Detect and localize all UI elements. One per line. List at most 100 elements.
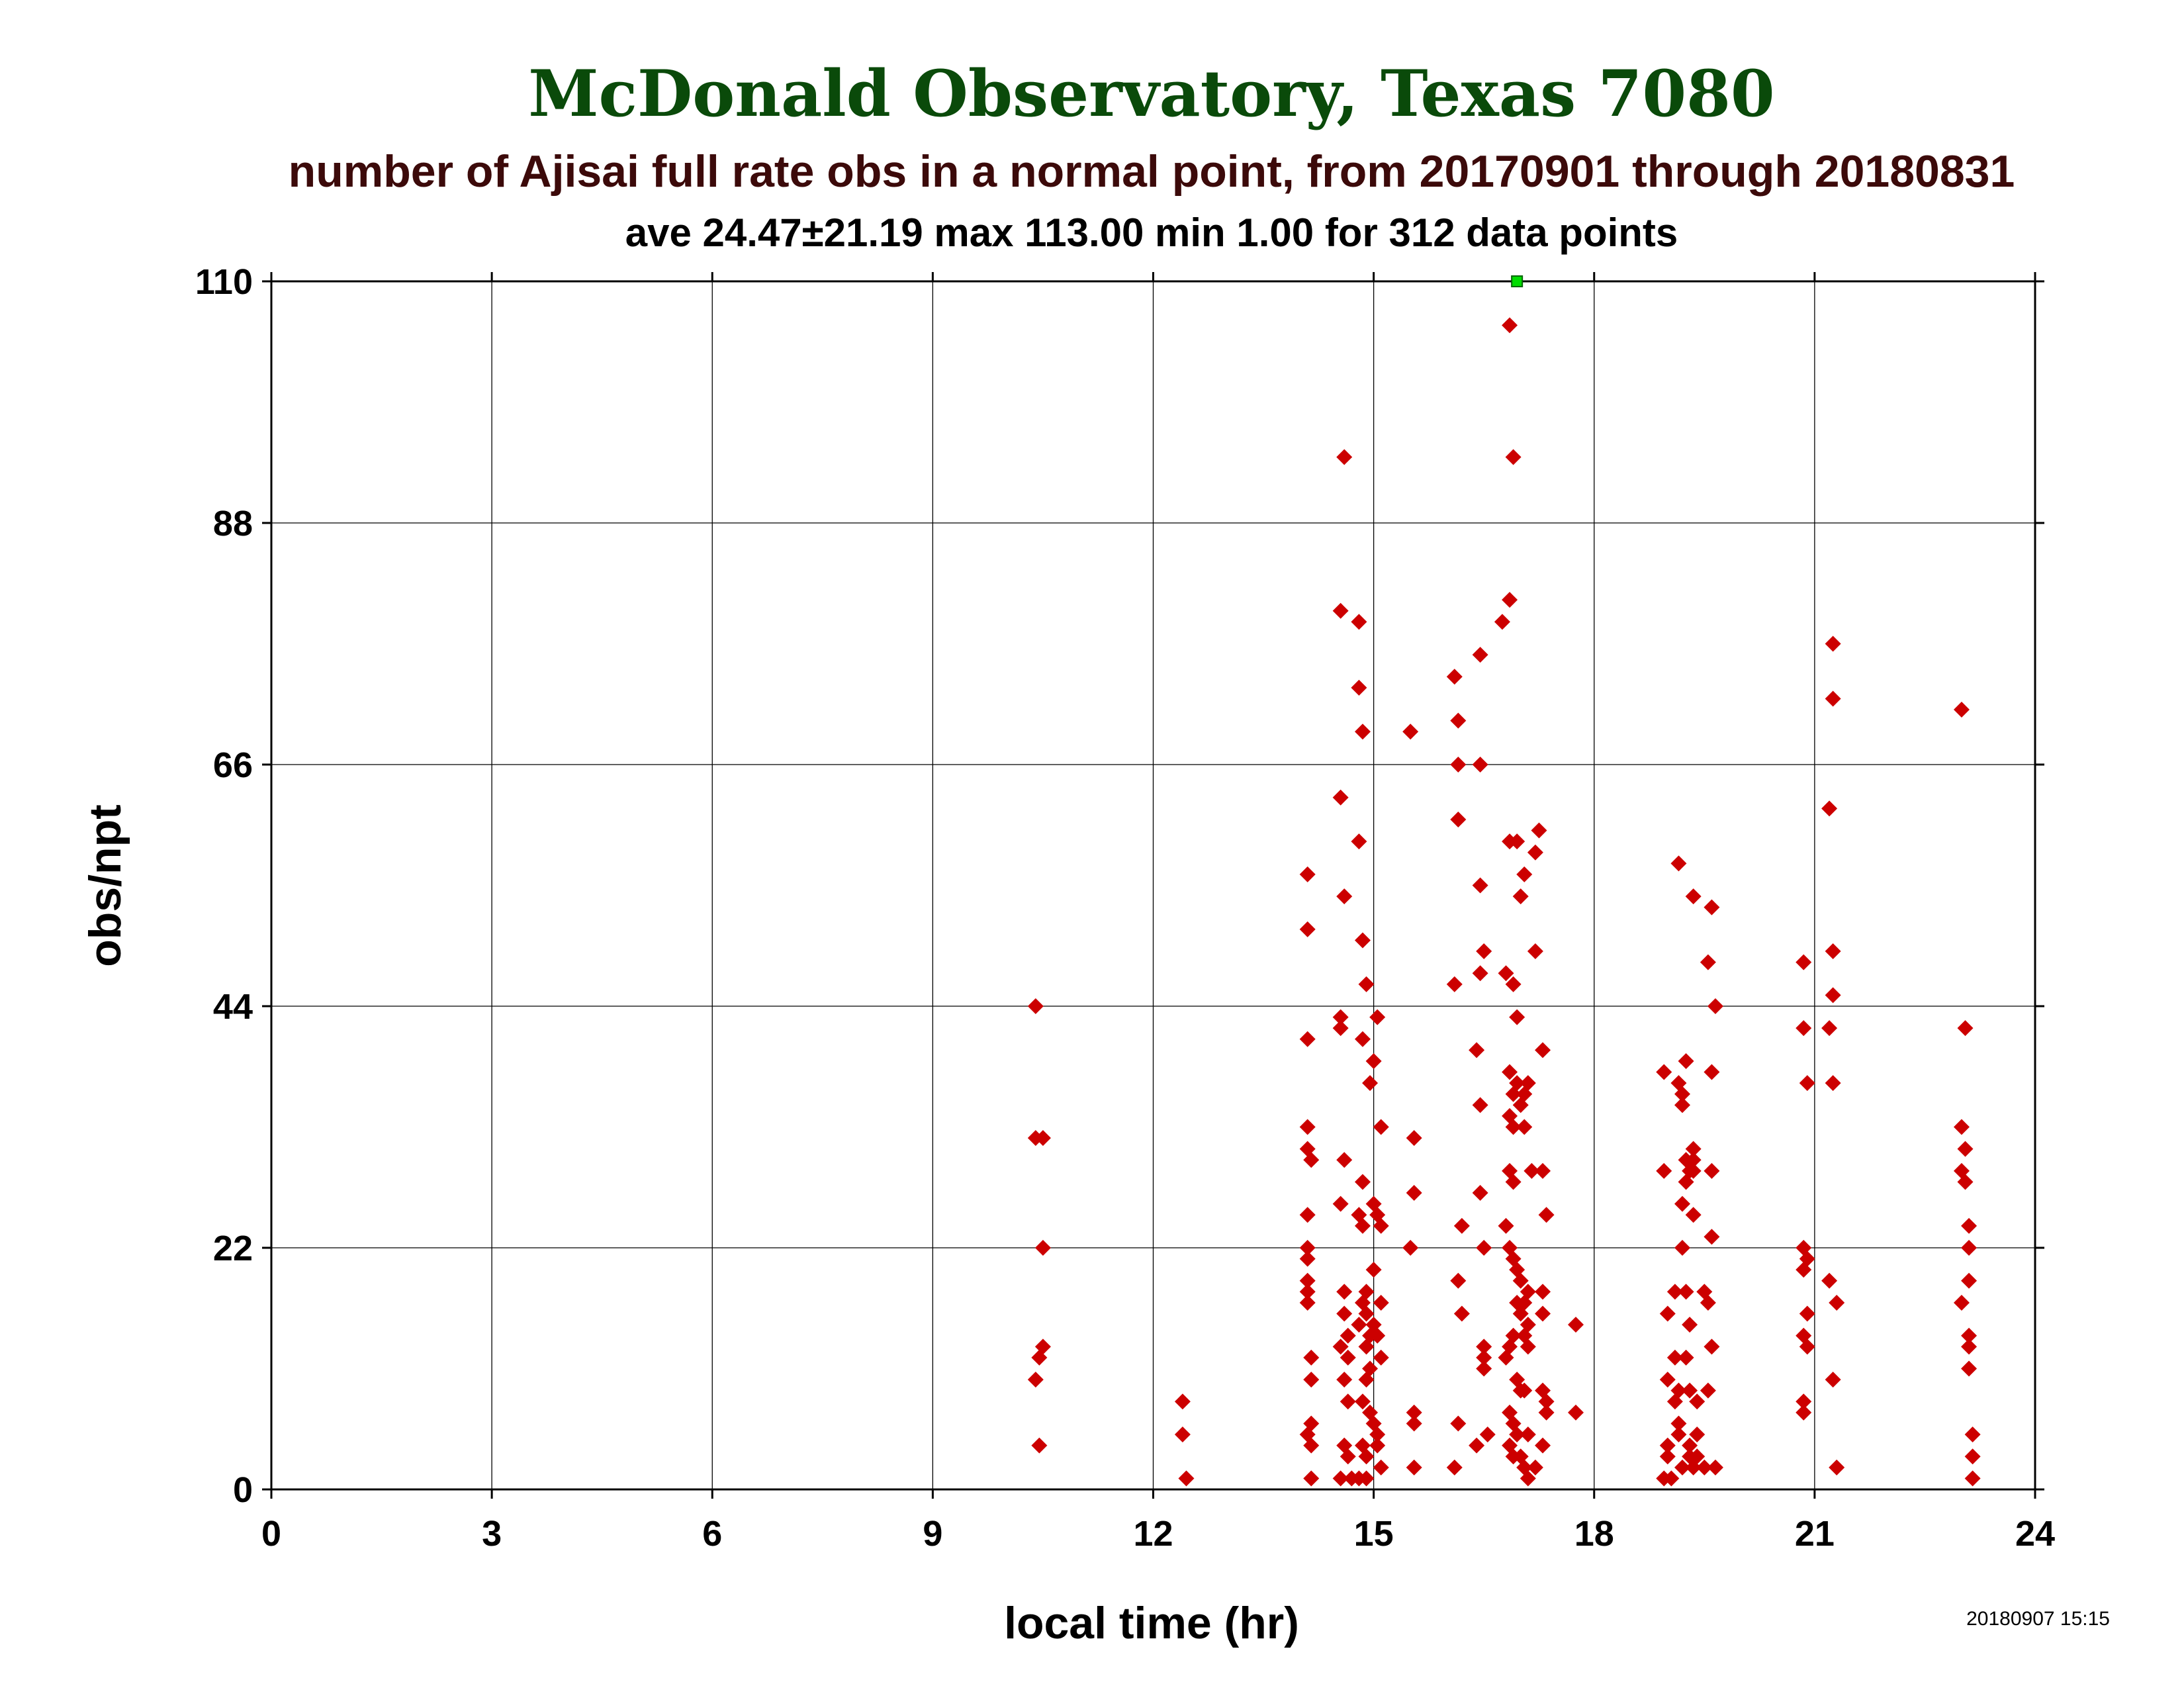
- data-point: [1340, 1393, 1356, 1410]
- data-point: [1303, 1372, 1320, 1388]
- data-point: [1825, 943, 1841, 960]
- data-point: [1351, 679, 1367, 696]
- data-point: [1829, 1294, 1845, 1311]
- y-tick-label: 0: [233, 1470, 253, 1510]
- data-point: [1961, 1217, 1978, 1234]
- data-point: [1567, 1404, 1584, 1421]
- data-point: [1516, 1119, 1533, 1135]
- data-point: [1453, 1305, 1470, 1322]
- data-point: [1527, 943, 1543, 960]
- data-point: [1332, 602, 1349, 619]
- data-point: [1961, 1338, 1978, 1355]
- data-point: [1299, 1240, 1316, 1256]
- data-point: [1476, 943, 1492, 960]
- data-point: [1538, 1393, 1555, 1410]
- data-point: [1509, 833, 1525, 850]
- data-point: [1825, 635, 1841, 652]
- data-point: [1406, 1404, 1422, 1421]
- data-point: [1964, 1448, 1981, 1465]
- data-point: [1678, 1053, 1694, 1069]
- data-point: [1351, 833, 1367, 850]
- data-point: [1656, 1162, 1672, 1179]
- data-point: [1498, 1349, 1514, 1366]
- data-point: [1303, 1349, 1320, 1366]
- data-point: [1178, 1470, 1195, 1487]
- y-axis-label: obs/npt: [80, 804, 130, 967]
- data-point: [1402, 1240, 1419, 1256]
- data-point: [1505, 1174, 1522, 1190]
- data-point: [1957, 1020, 1974, 1037]
- y-tick-label: 44: [213, 987, 253, 1027]
- data-point: [1682, 1382, 1698, 1399]
- data-point: [1303, 1152, 1320, 1168]
- x-tick-label: 6: [702, 1514, 722, 1554]
- data-point: [1689, 1427, 1706, 1443]
- data-point: [1707, 1459, 1723, 1476]
- data-point: [1351, 1317, 1367, 1333]
- data-point: [1332, 789, 1349, 806]
- data-point: [1450, 1415, 1467, 1432]
- data-point: [1516, 866, 1533, 882]
- data-point: [1450, 712, 1467, 729]
- y-tick-label: 66: [213, 745, 253, 785]
- data-point: [1336, 1284, 1353, 1300]
- data-point: [1472, 647, 1488, 663]
- y-tick-labels: 0 22 44 66 88 110: [195, 262, 253, 1510]
- data-point: [1799, 1338, 1815, 1355]
- data-point: [1685, 1207, 1702, 1223]
- data-point: [1685, 1162, 1702, 1179]
- chart-subtitle: number of Ajisai full rate obs in a norm…: [289, 146, 2015, 197]
- data-point: [1354, 724, 1371, 740]
- data-point: [1332, 1009, 1349, 1025]
- data-point: [1406, 1185, 1422, 1201]
- data-point: [1303, 1437, 1320, 1454]
- data-point: [1666, 1349, 1683, 1366]
- data-point: [1299, 921, 1316, 937]
- grid: [271, 281, 2035, 1489]
- data-point: [1678, 1174, 1694, 1190]
- data-point: [1700, 1382, 1716, 1399]
- data-point: [1299, 1119, 1316, 1135]
- data-point: [1358, 1372, 1375, 1388]
- data-point: [1825, 1372, 1841, 1388]
- x-tick-label: 9: [923, 1514, 942, 1554]
- data-point: [1825, 987, 1841, 1004]
- timestamp: 20180907 15:15: [1966, 1608, 2110, 1630]
- data-point: [1682, 1317, 1698, 1333]
- data-point: [1472, 757, 1488, 773]
- data-point: [1961, 1327, 1978, 1344]
- data-point: [1027, 1372, 1044, 1388]
- data-point: [1476, 1338, 1492, 1355]
- data-point: [1670, 1415, 1687, 1432]
- data-point: [1685, 888, 1702, 905]
- data-point: [1796, 1404, 1812, 1421]
- data-point: [1796, 1262, 1812, 1278]
- data-point: [1953, 1119, 1970, 1135]
- data-point: [1796, 954, 1812, 970]
- data-point: [1520, 1427, 1536, 1443]
- data-point: [1369, 1009, 1386, 1025]
- data-point: [1469, 1437, 1485, 1454]
- data-point: [1358, 1470, 1375, 1487]
- data-point: [1524, 1162, 1540, 1179]
- data-point: [1516, 1086, 1533, 1102]
- data-point: [1406, 1459, 1422, 1476]
- data-point: [1659, 1448, 1676, 1465]
- data-point: [1450, 811, 1467, 827]
- data-point: [1964, 1427, 1981, 1443]
- data-point: [1502, 317, 1518, 334]
- data-point: [1656, 1064, 1672, 1080]
- data-point: [1674, 1086, 1690, 1102]
- data-point: [1829, 1459, 1845, 1476]
- x-tick-label: 15: [1354, 1514, 1394, 1554]
- data-point: [1472, 965, 1488, 982]
- data-point: [1299, 1250, 1316, 1267]
- data-point: [1365, 1262, 1382, 1278]
- data-point: [1527, 844, 1543, 861]
- x-tick-label: 18: [1574, 1514, 1614, 1554]
- data-point: [1825, 1075, 1841, 1092]
- x-tick-label: 0: [261, 1514, 281, 1554]
- data-point: [1365, 1053, 1382, 1069]
- data-point: [1498, 965, 1514, 982]
- chart-title: McDonald Observatory, Texas 7080: [528, 56, 1774, 131]
